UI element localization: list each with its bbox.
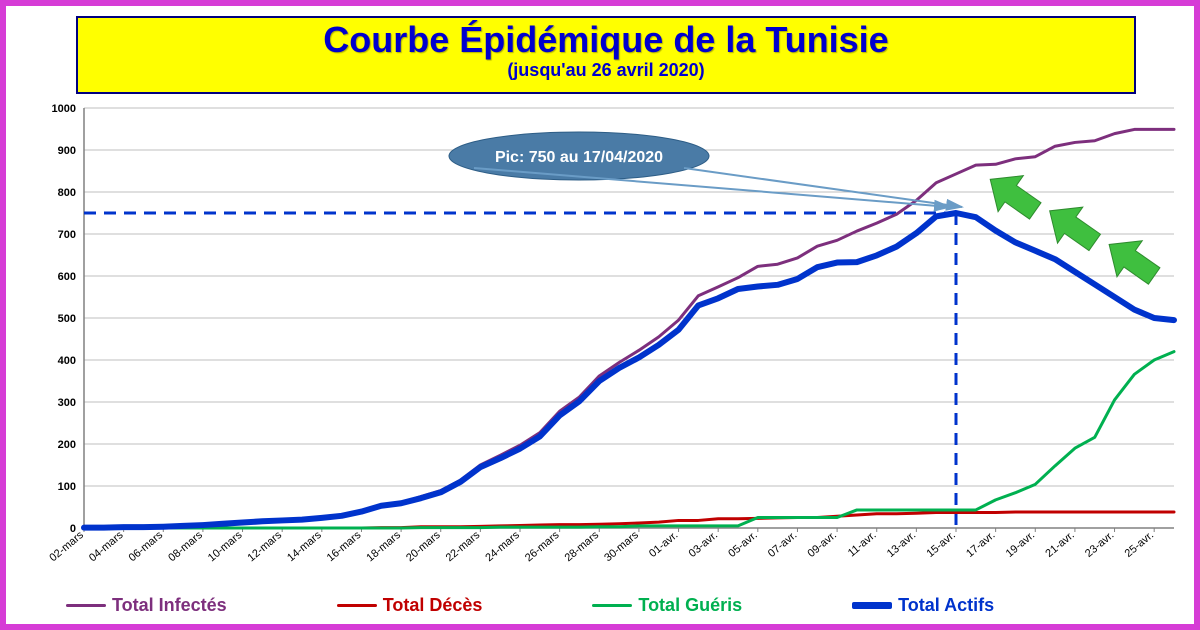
legend-swatch bbox=[592, 604, 632, 607]
title-box: Courbe Épidémique de la Tunisie (jusqu'a… bbox=[76, 16, 1136, 94]
svg-text:13-avr.: 13-avr. bbox=[885, 529, 918, 560]
svg-text:15-avr.: 15-avr. bbox=[924, 529, 957, 560]
svg-text:22-mars: 22-mars bbox=[444, 529, 483, 564]
svg-text:04-mars: 04-mars bbox=[87, 529, 126, 564]
svg-text:10-mars: 10-mars bbox=[206, 529, 245, 564]
svg-text:400: 400 bbox=[58, 355, 76, 367]
svg-text:800: 800 bbox=[58, 187, 76, 199]
svg-text:07-avr.: 07-avr. bbox=[766, 529, 799, 560]
legend-swatch bbox=[66, 604, 106, 607]
svg-text:20-mars: 20-mars bbox=[404, 529, 443, 564]
legend-item: Total Décès bbox=[337, 595, 483, 616]
svg-text:16-mars: 16-mars bbox=[325, 529, 364, 564]
svg-text:17-avr.: 17-avr. bbox=[964, 529, 997, 560]
svg-text:02-mars: 02-mars bbox=[47, 529, 86, 564]
svg-text:900: 900 bbox=[58, 145, 76, 157]
line-chart-svg: 0100200300400500600700800900100002-mars0… bbox=[34, 98, 1184, 588]
legend-swatch bbox=[852, 602, 892, 609]
chart-subtitle: (jusqu'au 26 avril 2020) bbox=[78, 60, 1134, 81]
svg-text:21-avr.: 21-avr. bbox=[1043, 529, 1076, 560]
svg-text:600: 600 bbox=[58, 271, 76, 283]
legend-item: Total Actifs bbox=[852, 595, 994, 616]
svg-text:03-avr.: 03-avr. bbox=[687, 529, 720, 560]
svg-text:08-mars: 08-mars bbox=[166, 529, 205, 564]
svg-text:05-avr.: 05-avr. bbox=[726, 529, 759, 560]
svg-text:100: 100 bbox=[58, 481, 76, 493]
svg-text:28-mars: 28-mars bbox=[563, 529, 602, 564]
svg-text:19-avr.: 19-avr. bbox=[1004, 529, 1037, 560]
svg-text:200: 200 bbox=[58, 439, 76, 451]
svg-text:24-mars: 24-mars bbox=[483, 529, 522, 564]
legend-label: Total Décès bbox=[383, 595, 483, 616]
legend-label: Total Infectés bbox=[112, 595, 227, 616]
legend-item: Total Infectés bbox=[66, 595, 227, 616]
svg-text:Pic: 750 au 17/04/2020: Pic: 750 au 17/04/2020 bbox=[495, 149, 663, 166]
svg-text:30-mars: 30-mars bbox=[602, 529, 641, 564]
legend-label: Total Guéris bbox=[638, 595, 742, 616]
svg-text:23-avr.: 23-avr. bbox=[1083, 529, 1116, 560]
svg-text:14-mars: 14-mars bbox=[285, 529, 324, 564]
svg-text:12-mars: 12-mars bbox=[245, 529, 284, 564]
svg-text:09-avr.: 09-avr. bbox=[806, 529, 839, 560]
svg-text:18-mars: 18-mars bbox=[364, 529, 403, 564]
chart-area: 0100200300400500600700800900100002-mars0… bbox=[34, 98, 1184, 588]
svg-text:01-avr.: 01-avr. bbox=[647, 529, 680, 560]
chart-title: Courbe Épidémique de la Tunisie bbox=[78, 20, 1134, 60]
svg-text:500: 500 bbox=[58, 313, 76, 325]
svg-text:1000: 1000 bbox=[52, 103, 76, 115]
svg-text:26-mars: 26-mars bbox=[523, 529, 562, 564]
svg-text:25-avr.: 25-avr. bbox=[1123, 529, 1156, 560]
outer-frame: Courbe Épidémique de la Tunisie (jusqu'a… bbox=[0, 0, 1200, 630]
svg-text:300: 300 bbox=[58, 397, 76, 409]
svg-text:06-mars: 06-mars bbox=[127, 529, 166, 564]
legend-label: Total Actifs bbox=[898, 595, 994, 616]
legend: Total Infectés Total Décès Total Guéris Tot… bbox=[66, 595, 1174, 616]
legend-swatch bbox=[337, 604, 377, 607]
svg-text:700: 700 bbox=[58, 229, 76, 241]
legend-item: Total Guéris bbox=[592, 595, 742, 616]
svg-text:11-avr.: 11-avr. bbox=[846, 529, 879, 559]
